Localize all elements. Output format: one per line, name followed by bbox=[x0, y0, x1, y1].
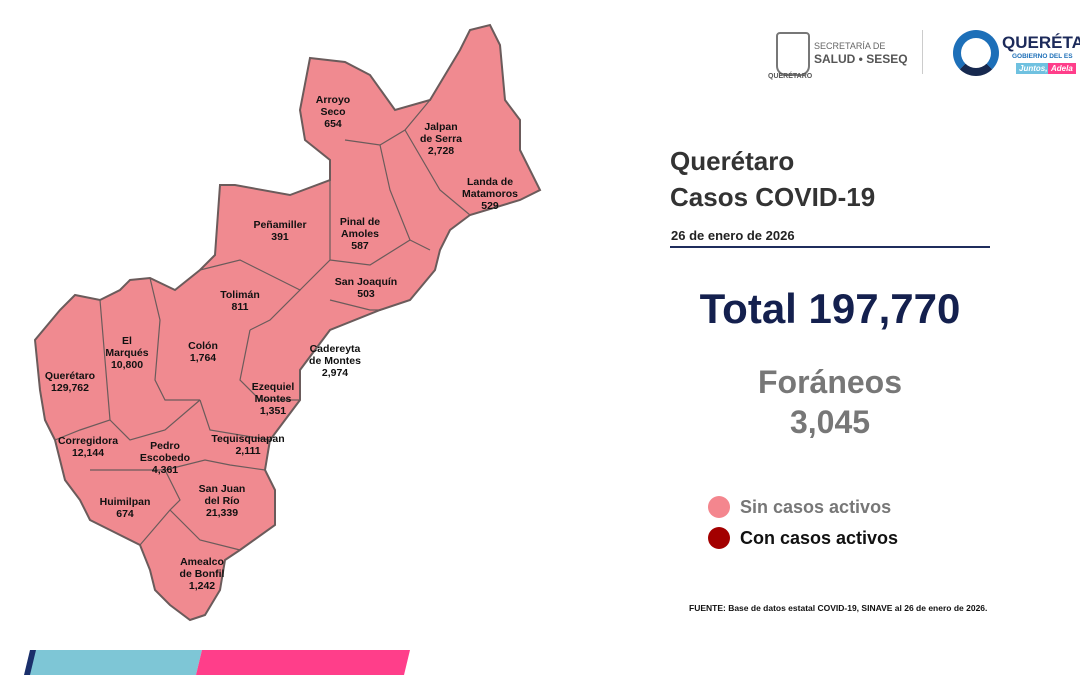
legend-label: Con casos activos bbox=[740, 527, 899, 548]
secretaria-text: SECRETARÍA DE bbox=[814, 41, 886, 51]
municipality-label: Cadereyta de Montes 2,974 bbox=[309, 343, 361, 379]
municipality-name: Pinal de Amoles bbox=[339, 216, 381, 240]
municipality-cases: 2,728 bbox=[427, 145, 455, 157]
municipality-cases: 1,351 bbox=[259, 405, 287, 417]
state-outline bbox=[33, 23, 542, 622]
queretaro-q-logo-icon bbox=[953, 30, 999, 76]
seal-caption: QUERÉTARO bbox=[768, 73, 813, 80]
municipality-name: Querétaro bbox=[44, 370, 96, 382]
municipality-label: Peñamiller 391 bbox=[253, 219, 306, 243]
state-seal-icon bbox=[776, 32, 810, 76]
gov-subtitle: GOBIERNO DEL ES bbox=[1012, 53, 1073, 60]
municipality-label: Corregidora 12,144 bbox=[58, 435, 118, 459]
municipality-label: Pinal de Amoles 587 bbox=[340, 216, 380, 252]
title-cases: Casos COVID-19 bbox=[670, 182, 876, 212]
footer-bar-blue bbox=[30, 650, 202, 675]
slogan-b: Adela bbox=[1048, 63, 1076, 74]
municipality-cases: 1,242 bbox=[188, 580, 216, 592]
municipality-cases: 2,111 bbox=[235, 445, 261, 457]
report-date: 26 de enero de 2026 bbox=[671, 228, 795, 243]
municipality-cases: 654 bbox=[324, 118, 342, 130]
municipality-name: San Juan del Río bbox=[198, 483, 246, 507]
municipality-cases: 4,361 bbox=[151, 464, 179, 476]
municipality-label: San Juan del Río 21,339 bbox=[199, 483, 246, 519]
municipality-label: Huimilpan 674 bbox=[100, 496, 151, 520]
municipality-name: Huimilpan bbox=[99, 496, 151, 508]
legend-label: Sin casos activos bbox=[740, 496, 892, 517]
municipality-cases: 811 bbox=[231, 301, 249, 313]
municipality-cases: 12,144 bbox=[71, 447, 105, 459]
municipality-name: Pedro Escobedo bbox=[139, 440, 191, 464]
municipality-cases: 674 bbox=[116, 508, 134, 520]
municipality-name: Arroyo Seco bbox=[315, 94, 351, 118]
municipality-label: Landa de Matamoros 529 bbox=[462, 176, 518, 212]
municipality-name: San Joaquín bbox=[334, 276, 398, 288]
footer-bar bbox=[24, 650, 410, 675]
foraneos-value: 3,045 bbox=[789, 404, 871, 440]
slogan-a: Juntos, bbox=[1016, 63, 1051, 74]
total-cases: Total 197,770 bbox=[699, 285, 961, 332]
municipality-cases: 10,800 bbox=[110, 359, 144, 371]
legend-red-dot-icon bbox=[708, 527, 730, 549]
municipality-cases: 21,339 bbox=[205, 507, 239, 519]
municipality-cases: 503 bbox=[357, 288, 375, 300]
title-region: Querétaro bbox=[670, 146, 795, 176]
municipality-label: Jalpan de Serra 2,728 bbox=[420, 121, 462, 157]
source-note: FUENTE: Base de datos estatal COVID-19, … bbox=[689, 603, 988, 613]
municipality-name: Amealco de Bonfil bbox=[179, 556, 225, 580]
municipality-name: Landa de Matamoros bbox=[461, 176, 519, 200]
municipality-label: San Joaquín 503 bbox=[335, 276, 397, 300]
municipality-cases: 391 bbox=[271, 231, 289, 243]
municipality-cases: 2,974 bbox=[321, 367, 349, 379]
municipality-name: Cadereyta de Montes bbox=[309, 343, 361, 367]
municipality-name: Colón bbox=[188, 340, 218, 352]
municipality-label: Tequisquiapan 2,111 bbox=[211, 433, 284, 457]
municipality-label: Querétaro 129,762 bbox=[45, 370, 95, 394]
seseq-text: SALUD • SESEQ bbox=[814, 52, 908, 66]
municipality-name: Tequisquiapan bbox=[211, 433, 285, 445]
municipality-label: El Marqués 10,800 bbox=[105, 335, 148, 371]
municipality-label: Tolimán 811 bbox=[220, 289, 259, 313]
footer-bar-pink bbox=[196, 650, 410, 675]
title-rule bbox=[670, 246, 990, 248]
legend-inactive: Sin casos activos bbox=[708, 496, 891, 518]
municipality-name: Tolimán bbox=[220, 289, 260, 301]
logo-divider bbox=[922, 30, 923, 74]
municipality-cases: 129,762 bbox=[51, 382, 89, 394]
municipality-name: El Marqués bbox=[105, 335, 149, 359]
municipality-cases: 529 bbox=[481, 200, 499, 212]
municipality-label: Amealco de Bonfil 1,242 bbox=[180, 556, 225, 592]
municipality-name: Jalpan de Serra bbox=[419, 121, 463, 145]
gov-title: QUERÉTA bbox=[1002, 33, 1080, 52]
legend-pink-dot-icon bbox=[708, 496, 730, 518]
municipality-cases: 587 bbox=[351, 240, 369, 252]
municipality-label: Pedro Escobedo 4,361 bbox=[140, 440, 190, 476]
municipality-name: Peñamiller bbox=[253, 219, 307, 231]
municipality-name: Corregidora bbox=[57, 435, 119, 447]
legend-active: Con casos activos bbox=[708, 527, 898, 549]
municipality-label: Ezequiel Montes 1,351 bbox=[252, 381, 295, 417]
municipal-borders bbox=[54, 99, 471, 551]
municipality-label: Arroyo Seco 654 bbox=[316, 94, 350, 130]
municipality-label: Colón 1,764 bbox=[188, 340, 218, 364]
municipality-name: Ezequiel Montes bbox=[251, 381, 295, 405]
foraneos-label: Foráneos bbox=[757, 364, 903, 400]
municipality-cases: 1,764 bbox=[189, 352, 217, 364]
